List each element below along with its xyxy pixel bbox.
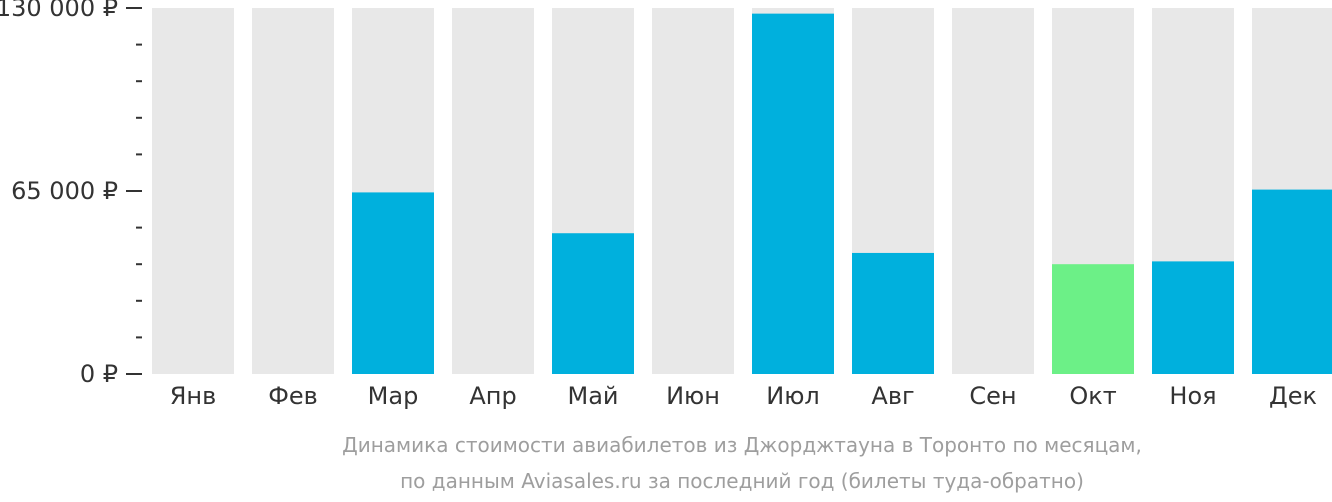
bar-Июл[interactable] [752,13,834,375]
bar-Авг[interactable] [852,252,934,374]
x-tick-label: Авг [871,382,914,410]
chart-caption-line-1: Динамика стоимости авиабилетов из Джордж… [342,433,1142,457]
bar-background [452,8,534,374]
x-tick-label: Ноя [1169,382,1216,410]
chart-caption-line-2: по данным Aviasales.ru за последний год … [400,469,1084,493]
bar-background [652,8,734,374]
x-tick-label: Фев [268,382,318,410]
x-tick-label: Апр [469,382,516,410]
y-tick-label: 0 ₽ [80,360,118,388]
bar-background [252,8,334,374]
x-tick-label: Мар [368,382,419,410]
y-axis: 130 000 ₽ 65 000 ₽ 0 ₽ [0,0,142,388]
bar-Окт[interactable] [1052,264,1134,374]
x-tick-label: Янв [170,382,217,410]
x-tick-label: Май [567,382,618,410]
bar-Дек[interactable] [1252,189,1332,374]
y-tick-label: 65 000 ₽ [11,177,118,205]
bar-Ноя[interactable] [1152,261,1234,374]
bars-group [152,8,1332,375]
x-tick-label: Июл [766,382,820,410]
bar-background [952,8,1034,374]
bar-Май[interactable] [552,233,634,374]
x-tick-label: Июн [666,382,720,410]
bar-background [152,8,234,374]
x-tick-label: Окт [1069,382,1116,410]
y-tick-label: 130 000 ₽ [0,0,118,22]
x-axis-labels: Янв Фев Мар Апр Май Июн Июл Авг Сен Окт Ноя Дек [170,382,1317,410]
bar-Мар[interactable] [352,192,434,374]
x-tick-label: Сен [969,382,1016,410]
x-tick-label: Дек [1269,382,1317,410]
